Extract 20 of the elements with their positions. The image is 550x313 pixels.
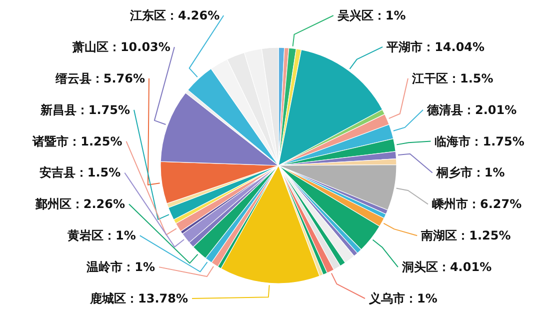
slice-label: 鹿城区：13.78% [89, 292, 188, 306]
slice-label: 安吉县：1.5% [39, 166, 121, 180]
slice-label: 临海市：1.75% [434, 134, 524, 148]
slice-label: 德清县：2.01% [426, 102, 517, 117]
slice-label: 江干区：1.5% [410, 71, 494, 86]
slice-label: 洞头区：4.01% [400, 260, 492, 274]
slice-label: 诸暨市：1.25% [32, 134, 122, 148]
slice-label: 桐乡市：1% [435, 166, 505, 180]
slice-label: 黄岩区：1% [66, 228, 136, 243]
slice-label: 萧山区：10.03% [71, 40, 170, 54]
slice-label: 义乌市：1% [368, 292, 438, 306]
slice-label: 吴兴区：1% [336, 8, 406, 22]
slice-label: 新昌县：1.75% [39, 102, 130, 117]
slice-label: 鄞州区：2.26% [34, 197, 126, 212]
slice-label: 江东区：4.26% [128, 8, 220, 22]
slice-label: 南湖区：1.25% [420, 228, 511, 243]
slice-label: 平湖市：14.04% [386, 40, 485, 54]
slice-label: 温岭市：1% [86, 260, 156, 274]
slice-label: 嵊州市：6.27% [432, 197, 522, 212]
slice-label: 缙云县：5.76% [54, 71, 146, 86]
